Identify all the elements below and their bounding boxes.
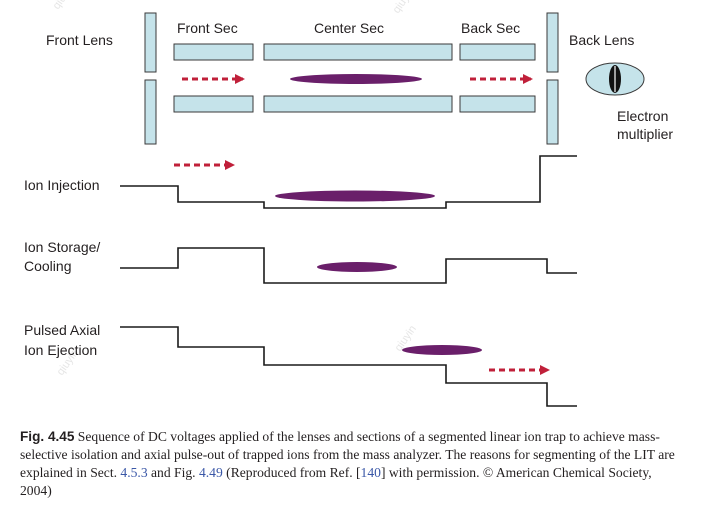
watermark: qiuyin: [51, 0, 77, 12]
back-lens-lower: [546, 79, 559, 145]
front-section-lower: [173, 95, 254, 113]
ion-storage-label-2: Cooling: [24, 258, 71, 274]
electron-multiplier-label-2: multiplier: [617, 126, 673, 142]
watermark: qiuyin: [391, 0, 417, 16]
caption-text-2: and Fig.: [147, 465, 199, 480]
ion-ejection-label-2: Ion Ejection: [24, 342, 97, 358]
front-section-upper: [173, 43, 254, 61]
back-sec-label: Back Sec: [461, 20, 520, 36]
ion-ejection-waveform: [120, 326, 577, 407]
front-sec-label: Front Sec: [177, 20, 238, 36]
lit-diagram: qiuyin qiuyin qiuyin qiuyin Front Lens F…: [24, 0, 673, 407]
ion-cloud-storage: [317, 262, 397, 272]
figure-caption: Fig. 4.45 Sequence of DC voltages applie…: [20, 428, 686, 500]
ion-cloud-ejection: [402, 345, 482, 355]
figure-link[interactable]: 4.49: [198, 465, 223, 480]
caption-text: Sequence of DC voltages applied of the l…: [20, 429, 675, 480]
caption-text-4: ] with permission. © American Chemical S…: [20, 465, 652, 498]
ion-cloud-top: [290, 74, 422, 84]
back-lens-label: Back Lens: [569, 32, 634, 48]
ion-ejection-label: Pulsed Axial: [24, 322, 100, 338]
center-section-upper: [263, 43, 453, 61]
front-lens-lower: [144, 79, 157, 145]
electron-multiplier-label: Electron: [617, 108, 668, 124]
reference-link[interactable]: 140: [360, 465, 381, 480]
back-section-lower: [459, 95, 536, 113]
caption-label: Fig. 4.45: [20, 429, 75, 444]
ion-cloud-injection: [275, 190, 435, 202]
back-lens-upper: [546, 12, 559, 73]
back-section-upper: [459, 43, 536, 61]
ion-injection-waveform: [120, 155, 577, 209]
caption-text-3: (Reproduced from Ref. [: [222, 465, 361, 480]
front-lens-label: Front Lens: [46, 32, 113, 48]
ion-storage-label: Ion Storage/: [24, 239, 100, 255]
ion-storage-waveform: [120, 247, 577, 284]
ion-injection-label: Ion Injection: [24, 177, 100, 193]
center-section-lower: [263, 95, 453, 113]
front-lens-upper: [144, 12, 157, 73]
section-link[interactable]: 4.5.3: [120, 465, 148, 480]
center-sec-label: Center Sec: [314, 20, 384, 36]
